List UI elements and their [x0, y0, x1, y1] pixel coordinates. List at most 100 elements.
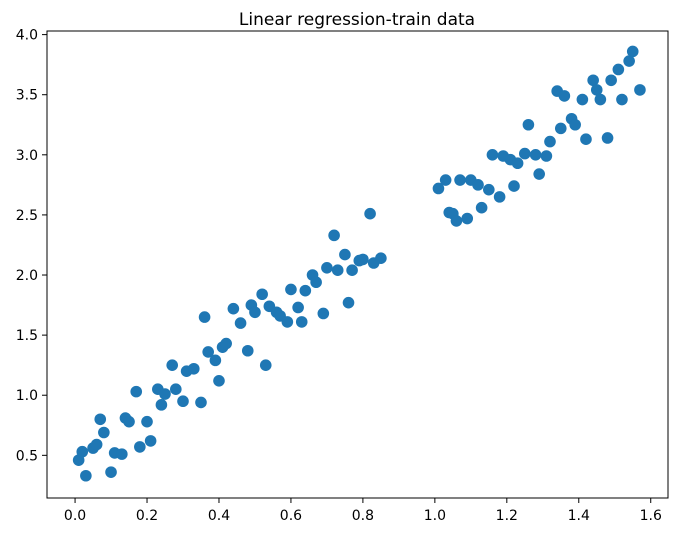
data-point — [94, 413, 107, 426]
data-point — [170, 383, 182, 396]
data-point — [123, 415, 135, 428]
data-point — [292, 301, 304, 314]
data-point — [533, 168, 545, 180]
x-axis: 0.0 0.2 0.4 0.6 0.8 1.0 1.2 1.4 1.6 — [64, 498, 662, 524]
y-tick-label: 1.5 — [16, 328, 38, 344]
data-point — [234, 317, 247, 329]
data-point — [220, 337, 232, 350]
data-points-layer — [72, 45, 646, 482]
data-point — [454, 174, 466, 186]
data-point — [198, 311, 211, 323]
data-point — [321, 262, 333, 274]
y-tick-label: 1.0 — [16, 388, 38, 404]
data-point — [605, 74, 617, 87]
x-tick-label: 0.8 — [352, 508, 374, 524]
data-point — [486, 149, 499, 161]
data-point — [195, 396, 207, 409]
data-point — [281, 316, 294, 328]
data-point — [594, 93, 607, 106]
data-point — [432, 182, 445, 195]
x-tick-label: 1.4 — [568, 508, 590, 524]
data-point — [342, 296, 355, 309]
data-point — [472, 179, 484, 191]
data-point — [241, 344, 254, 357]
data-point — [209, 354, 222, 367]
plot-frame — [46, 30, 669, 499]
y-tick-label: 4.0 — [16, 28, 38, 44]
data-point — [375, 252, 387, 264]
data-point — [519, 147, 531, 160]
data-point — [612, 63, 625, 76]
data-point — [202, 346, 214, 358]
data-point — [616, 93, 628, 106]
data-point — [601, 132, 614, 144]
data-point — [295, 316, 308, 328]
data-point — [285, 283, 297, 296]
x-tick-label: 0.0 — [64, 508, 86, 524]
data-point — [576, 93, 589, 106]
data-point — [130, 385, 143, 398]
data-point — [623, 55, 635, 67]
y-tick-label: 2.5 — [16, 208, 38, 224]
data-point — [256, 288, 268, 301]
data-point — [529, 149, 542, 161]
y-tick-label: 2.0 — [16, 268, 38, 284]
data-point — [450, 215, 463, 227]
data-point — [483, 183, 495, 196]
data-point — [144, 435, 157, 447]
data-point — [346, 264, 358, 277]
data-point — [461, 212, 474, 225]
x-tick-label: 0.2 — [136, 508, 158, 524]
data-point — [317, 307, 330, 320]
data-point — [540, 150, 553, 162]
data-point — [339, 248, 351, 261]
data-point — [544, 135, 556, 148]
data-point — [357, 253, 369, 266]
data-point — [634, 84, 646, 96]
data-point — [569, 118, 581, 131]
data-point — [116, 448, 128, 460]
chart-title: Linear regression-train data — [239, 10, 475, 30]
data-point — [475, 201, 488, 214]
data-point — [177, 395, 189, 408]
data-point — [141, 415, 153, 428]
x-tick-label: 1.2 — [496, 508, 518, 524]
data-point — [227, 302, 240, 315]
y-tick-label: 3.0 — [16, 148, 38, 164]
data-point — [80, 469, 92, 482]
data-point — [558, 90, 571, 102]
data-point — [511, 157, 524, 170]
x-tick-label: 0.4 — [208, 508, 230, 524]
data-point — [187, 362, 200, 375]
data-point — [439, 174, 452, 186]
x-tick-label: 1.6 — [640, 508, 662, 524]
data-point — [590, 84, 603, 96]
data-point — [259, 359, 272, 371]
data-point — [134, 441, 146, 453]
data-point — [310, 276, 322, 289]
x-tick-label: 0.6 — [280, 508, 302, 524]
data-point — [105, 466, 117, 478]
data-point — [626, 45, 639, 58]
x-tick-label: 1.0 — [424, 508, 446, 524]
data-point — [508, 180, 520, 192]
data-point — [493, 191, 506, 203]
data-point — [98, 426, 110, 439]
data-point — [331, 264, 344, 277]
data-point — [76, 445, 89, 458]
data-point — [90, 438, 103, 451]
data-point — [299, 284, 312, 297]
y-tick-label: 3.5 — [16, 88, 38, 104]
y-axis: 0.5 1.0 1.5 2.0 2.5 3.0 3.5 4.0 — [16, 28, 47, 464]
y-tick-label: 0.5 — [16, 448, 38, 464]
data-point — [522, 118, 535, 131]
data-point — [364, 207, 376, 220]
data-point — [155, 399, 168, 411]
data-point — [213, 375, 225, 387]
data-point — [554, 122, 567, 135]
data-point — [328, 229, 340, 242]
data-point — [166, 359, 179, 371]
data-point — [249, 306, 261, 319]
data-point — [159, 388, 171, 400]
